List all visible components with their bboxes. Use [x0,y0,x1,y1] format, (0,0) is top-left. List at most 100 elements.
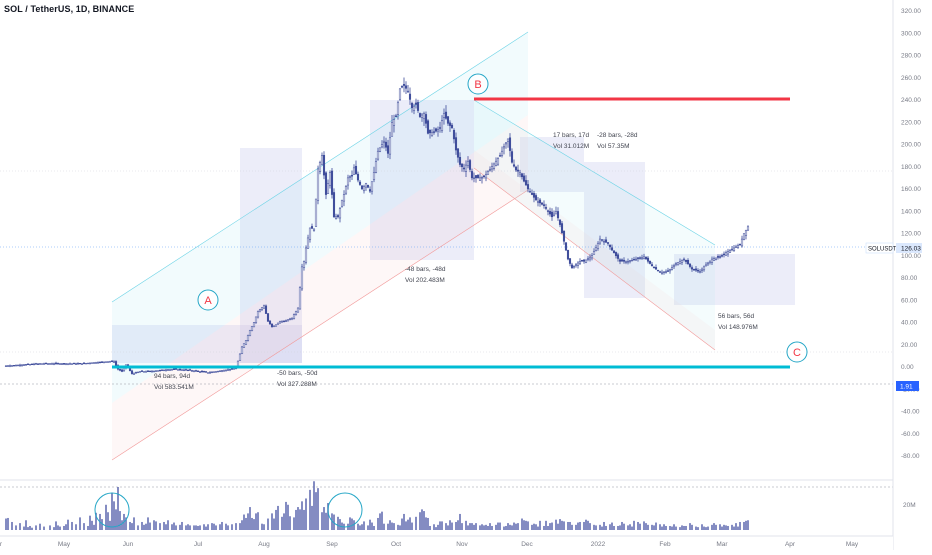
volume-bar [219,524,221,530]
volume-highlight-circle[interactable] [94,492,130,528]
candle [632,259,636,261]
candle [504,142,508,145]
candle [194,370,198,372]
candle [114,361,118,366]
parallel-channel-decline[interactable] [474,100,715,350]
candle [178,368,182,371]
marker-label: 1.91 [900,384,913,391]
time-tick-label: Dec [521,541,533,548]
date-range-box[interactable] [674,254,795,305]
candle [696,270,700,272]
candle [366,184,370,188]
candle [630,259,634,262]
volume-bar [263,524,265,530]
candle [444,111,448,119]
candle [350,175,354,177]
volume-bar [651,524,653,530]
volume-bar [185,525,187,530]
candle [536,201,540,203]
candle [710,258,714,263]
volume-bar [575,524,577,530]
candle [132,372,136,375]
candle [452,130,456,140]
date-range-box[interactable] [112,325,302,363]
date-range-box[interactable] [520,137,584,192]
volume-bar [389,520,391,530]
volume-bar [317,488,319,530]
volume-bar [721,526,723,530]
volume-highlight-circle[interactable] [327,492,363,528]
candle [600,239,604,241]
candle [344,185,348,194]
candle [358,181,362,185]
volume-bar [175,525,177,530]
candle [562,230,566,242]
candle [362,185,366,192]
candle [718,256,722,258]
candle [348,176,352,178]
volume-bar [313,481,315,530]
wave-label-circle[interactable] [467,73,489,95]
candle [372,172,376,181]
volume-bar [617,525,619,530]
candle [164,369,168,371]
volume-bar [257,512,259,530]
candle [96,362,100,364]
candle [624,261,628,263]
volume-bar [713,523,715,530]
candle [448,122,452,126]
candle [478,177,482,181]
candle [306,237,310,249]
candle [166,369,170,371]
volume-bar [711,524,713,530]
candle [176,369,180,371]
volume-bar [727,525,729,530]
volume-bar [173,522,175,530]
candle [524,180,528,186]
time-axis[interactable] [0,536,893,550]
candle [186,369,190,371]
volume-bar [533,523,535,530]
candle [590,255,594,259]
volume-bar [153,520,155,530]
candle [324,172,328,195]
candle [568,258,572,264]
candle [180,369,184,371]
volume-bar [115,509,117,530]
volume-bar [663,524,665,530]
date-range-box[interactable] [370,100,474,260]
price-tick-label: 280.00 [901,53,921,60]
volume-bar [715,524,717,530]
candle [238,353,242,361]
volume-bar [461,523,463,530]
candle [270,323,274,328]
volume-bar [695,526,697,530]
volume-bar [475,523,477,530]
price-tick-label: 160.00 [901,186,921,193]
candle [742,233,746,240]
candle [364,183,368,188]
volume-bar [119,511,121,530]
wave-label-circle[interactable] [197,289,219,311]
candle [258,309,262,312]
volume-bar [337,516,339,530]
volume-bar [429,525,431,530]
candle [522,175,526,182]
candle [94,362,98,364]
volume-bar [27,527,29,530]
wave-label-circle[interactable] [786,341,808,363]
candle [138,371,142,373]
price-axis[interactable] [893,0,932,550]
volume-bar [359,525,361,530]
parallel-channel-down[interactable] [112,115,528,460]
candle [670,267,674,270]
candle [396,102,400,115]
candle [300,266,304,290]
candle [100,361,104,363]
volume-bar [427,517,429,530]
candle [146,370,150,372]
candle [78,362,82,365]
candle [302,261,306,268]
